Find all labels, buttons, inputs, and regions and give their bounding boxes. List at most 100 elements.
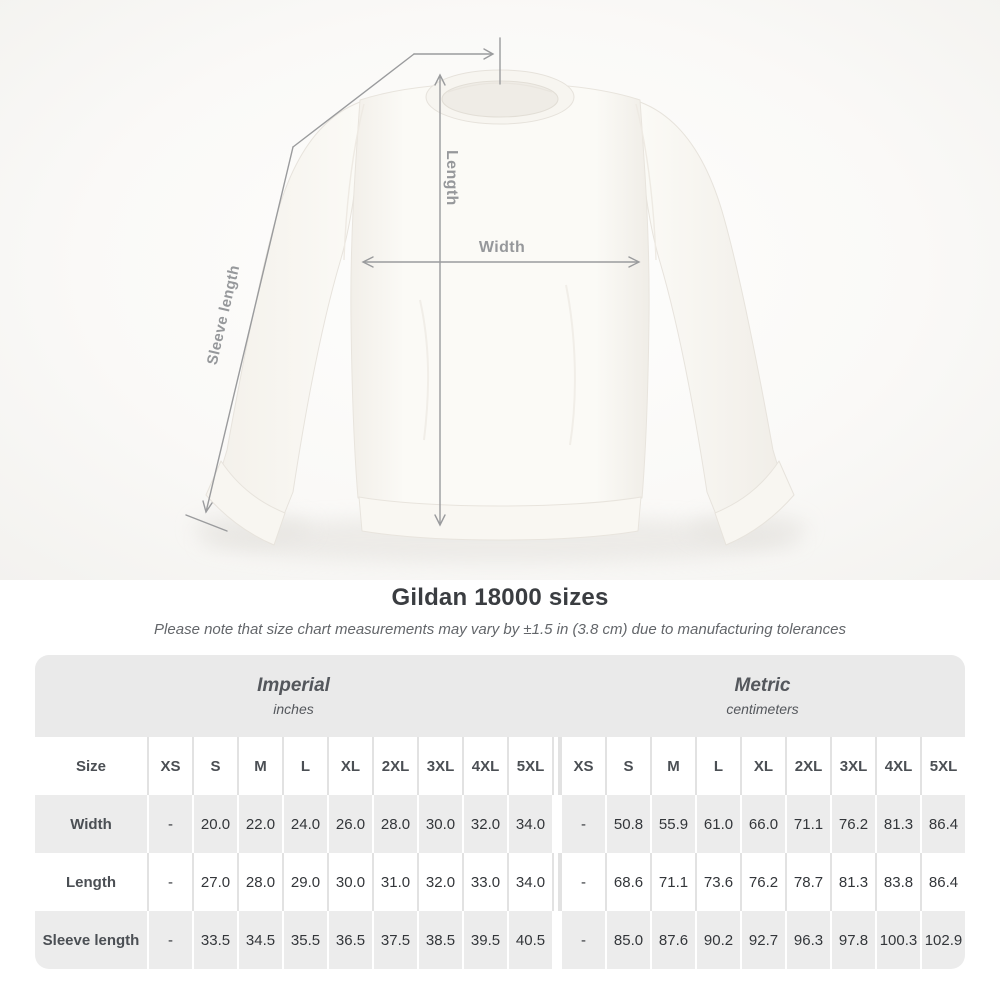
fold-line	[419, 299, 430, 441]
value-cell: 96.3	[785, 911, 830, 969]
value-cell: 78.7	[785, 853, 830, 911]
sleeve-length-label: Sleeve length	[204, 263, 243, 366]
value-cell: 71.1	[650, 853, 695, 911]
value-cell: 92.7	[740, 911, 785, 969]
metric-sublabel: centimeters	[726, 701, 799, 717]
left-cuff	[205, 460, 286, 546]
value-cell: 35.5	[282, 911, 327, 969]
row-label: Length	[66, 873, 116, 891]
value-cell: 28.0	[237, 853, 282, 911]
size-header-cell: XS	[560, 737, 605, 795]
size-header-cell: 3XL	[417, 737, 462, 795]
value-cell: 66.0	[740, 795, 785, 853]
page-title: Gildan 18000 sizes	[391, 584, 609, 611]
value-cell: 40.5	[507, 911, 552, 969]
fold-line	[565, 284, 576, 446]
size-header-cell: L	[282, 737, 327, 795]
value-cell: 20.0	[192, 795, 237, 853]
value-cell: 50.8	[605, 795, 650, 853]
value-cell: -	[147, 911, 192, 969]
size-header-cell: L	[695, 737, 740, 795]
width-label: Width	[479, 239, 525, 256]
value-cell: 24.0	[282, 795, 327, 853]
imperial-sublabel: inches	[273, 701, 314, 717]
value-cell: 30.0	[327, 853, 372, 911]
body-panel	[350, 82, 650, 508]
value-cell: 83.8	[875, 853, 920, 911]
arrowhead-down-icon	[202, 500, 213, 514]
group-gap	[552, 795, 560, 853]
value-cell: 36.5	[327, 911, 372, 969]
size-header-cell: M	[650, 737, 695, 795]
sweatshirt-image	[205, 69, 795, 546]
collar-inner	[441, 80, 559, 118]
size-header-cell: XS	[147, 737, 192, 795]
value-cell: 31.0	[372, 853, 417, 911]
value-cell: 39.5	[462, 911, 507, 969]
metric-header: Metric centimeters	[560, 655, 965, 737]
size-header-cell: 3XL	[830, 737, 875, 795]
size-grid: Size XS S M L XL 2XL 3XL 4XL 5XL XS S M L XL 2XL 3XL 4XL 5…	[35, 737, 965, 969]
value-cell: 32.0	[417, 853, 462, 911]
value-cell: 33.5	[192, 911, 237, 969]
value-cell: 86.4	[920, 853, 965, 911]
arrowhead-left-icon	[361, 256, 374, 268]
right-cuff	[714, 460, 795, 546]
size-table: Imperial inches Metric centimeters Size X…	[35, 655, 965, 969]
group-gap	[552, 911, 560, 969]
right-sleeve	[639, 101, 780, 518]
value-cell: 102.9	[920, 911, 965, 969]
product-photo-section: Length Width Sleeve length	[0, 0, 1000, 580]
length-arrow	[434, 73, 446, 527]
left-armhole-seam	[343, 103, 365, 261]
metric-label: Metric	[734, 675, 791, 696]
tolerance-note: Please note that size chart measurements…	[154, 621, 846, 638]
arrowhead-up-icon	[434, 73, 446, 86]
length-label: Length	[443, 150, 460, 206]
value-cell: 27.0	[192, 853, 237, 911]
size-header-cell: 4XL	[875, 737, 920, 795]
size-header-cell: 4XL	[462, 737, 507, 795]
size-header-cell: S	[192, 737, 237, 795]
value-cell: 38.5	[417, 911, 462, 969]
size-header-cell: M	[237, 737, 282, 795]
value-cell: 76.2	[830, 795, 875, 853]
value-cell: -	[560, 853, 605, 911]
value-cell: 28.0	[372, 795, 417, 853]
imperial-label: Imperial	[257, 675, 330, 696]
size-header-cell: S	[605, 737, 650, 795]
value-cell: 97.8	[830, 911, 875, 969]
arrowhead-down-icon	[434, 514, 446, 527]
value-cell: 71.1	[785, 795, 830, 853]
size-header-cell: XL	[740, 737, 785, 795]
measurement-annotations	[185, 37, 641, 532]
value-cell: 61.0	[695, 795, 740, 853]
value-cell: -	[560, 795, 605, 853]
units-header-row: Imperial inches Metric centimeters	[35, 655, 965, 737]
value-cell: 73.6	[695, 853, 740, 911]
right-armhole-seam	[635, 103, 657, 261]
width-arrow	[361, 256, 641, 268]
imperial-header: Imperial inches	[35, 655, 552, 737]
value-cell: 26.0	[327, 795, 372, 853]
arrowhead-right-icon	[483, 48, 495, 60]
value-cell: 34.5	[237, 911, 282, 969]
value-cell: -	[560, 911, 605, 969]
value-cell: 100.3	[875, 911, 920, 969]
value-cell: -	[147, 795, 192, 853]
value-cell: 76.2	[740, 853, 785, 911]
hem-band	[358, 496, 642, 541]
value-cell: 34.0	[507, 795, 552, 853]
value-cell: 22.0	[237, 795, 282, 853]
value-cell: 32.0	[462, 795, 507, 853]
value-cell: 86.4	[920, 795, 965, 853]
title-block: Gildan 18000 sizes Please note that size…	[0, 584, 1000, 638]
group-gap	[552, 737, 560, 795]
value-cell: 34.0	[507, 853, 552, 911]
value-cell: 37.5	[372, 911, 417, 969]
size-header-cell: 2XL	[785, 737, 830, 795]
cuff-reference-tick	[185, 514, 228, 532]
value-cell: 30.0	[417, 795, 462, 853]
size-header-cell: 2XL	[372, 737, 417, 795]
